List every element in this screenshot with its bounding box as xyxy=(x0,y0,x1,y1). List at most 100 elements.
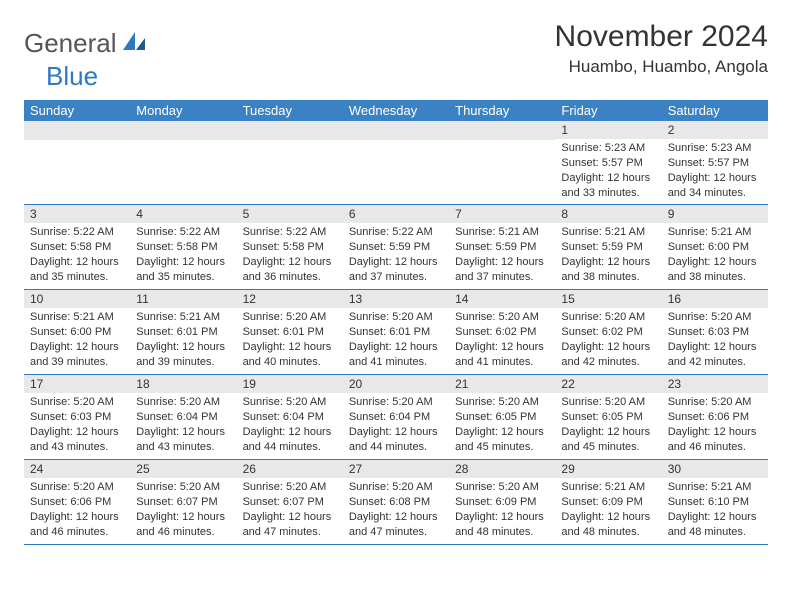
sunrise-text: Sunrise: 5:20 AM xyxy=(243,395,337,410)
sunrise-text: Sunrise: 5:20 AM xyxy=(561,395,655,410)
sunrise-text: Sunrise: 5:20 AM xyxy=(136,395,230,410)
daylight-text: Daylight: 12 hours and 34 minutes. xyxy=(668,171,762,201)
day-details: Sunrise: 5:20 AMSunset: 6:07 PMDaylight:… xyxy=(237,478,343,543)
logo-text-blue: Blue xyxy=(46,61,98,91)
day-number: 7 xyxy=(449,205,555,223)
sunrise-text: Sunrise: 5:21 AM xyxy=(561,225,655,240)
sunset-text: Sunset: 6:02 PM xyxy=(455,325,549,340)
day-cell xyxy=(343,121,449,204)
calendar: Sunday Monday Tuesday Wednesday Thursday… xyxy=(24,100,768,545)
weekday-header: Tuesday xyxy=(237,100,343,121)
daylight-text: Daylight: 12 hours and 35 minutes. xyxy=(136,255,230,285)
sunrise-text: Sunrise: 5:20 AM xyxy=(349,310,443,325)
sunrise-text: Sunrise: 5:21 AM xyxy=(30,310,124,325)
day-number: 10 xyxy=(24,290,130,308)
sunset-text: Sunset: 6:06 PM xyxy=(668,410,762,425)
sunset-text: Sunset: 6:04 PM xyxy=(136,410,230,425)
day-details: Sunrise: 5:21 AMSunset: 6:00 PMDaylight:… xyxy=(24,308,130,373)
day-number xyxy=(343,121,449,140)
sunrise-text: Sunrise: 5:21 AM xyxy=(668,225,762,240)
day-details: Sunrise: 5:20 AMSunset: 6:04 PMDaylight:… xyxy=(130,393,236,458)
daylight-text: Daylight: 12 hours and 42 minutes. xyxy=(668,340,762,370)
day-details: Sunrise: 5:20 AMSunset: 6:08 PMDaylight:… xyxy=(343,478,449,543)
day-cell xyxy=(449,121,555,204)
daylight-text: Daylight: 12 hours and 46 minutes. xyxy=(136,510,230,540)
day-number: 5 xyxy=(237,205,343,223)
day-number: 27 xyxy=(343,460,449,478)
day-cell: 20Sunrise: 5:20 AMSunset: 6:04 PMDayligh… xyxy=(343,375,449,459)
weekday-header: Thursday xyxy=(449,100,555,121)
sunrise-text: Sunrise: 5:20 AM xyxy=(668,310,762,325)
day-number: 1 xyxy=(555,121,661,139)
daylight-text: Daylight: 12 hours and 46 minutes. xyxy=(30,510,124,540)
day-details: Sunrise: 5:20 AMSunset: 6:03 PMDaylight:… xyxy=(662,308,768,373)
day-cell: 21Sunrise: 5:20 AMSunset: 6:05 PMDayligh… xyxy=(449,375,555,459)
day-number: 11 xyxy=(130,290,236,308)
day-cell xyxy=(237,121,343,204)
sunrise-text: Sunrise: 5:20 AM xyxy=(243,310,337,325)
sunrise-text: Sunrise: 5:20 AM xyxy=(136,480,230,495)
day-number: 18 xyxy=(130,375,236,393)
day-cell: 18Sunrise: 5:20 AMSunset: 6:04 PMDayligh… xyxy=(130,375,236,459)
sunset-text: Sunset: 5:59 PM xyxy=(455,240,549,255)
sunset-text: Sunset: 6:08 PM xyxy=(349,495,443,510)
location: Huambo, Huambo, Angola xyxy=(555,57,768,77)
sunset-text: Sunset: 5:59 PM xyxy=(349,240,443,255)
sunrise-text: Sunrise: 5:20 AM xyxy=(30,480,124,495)
day-cell: 11Sunrise: 5:21 AMSunset: 6:01 PMDayligh… xyxy=(130,290,236,374)
weekday-header: Saturday xyxy=(662,100,768,121)
day-number: 24 xyxy=(24,460,130,478)
week-row: 24Sunrise: 5:20 AMSunset: 6:06 PMDayligh… xyxy=(24,460,768,545)
sunset-text: Sunset: 5:57 PM xyxy=(668,156,762,171)
day-number: 12 xyxy=(237,290,343,308)
sunset-text: Sunset: 6:01 PM xyxy=(136,325,230,340)
logo: General xyxy=(24,28,147,59)
day-number: 13 xyxy=(343,290,449,308)
week-row: 17Sunrise: 5:20 AMSunset: 6:03 PMDayligh… xyxy=(24,375,768,460)
sunrise-text: Sunrise: 5:20 AM xyxy=(349,395,443,410)
sunset-text: Sunset: 5:59 PM xyxy=(561,240,655,255)
day-details: Sunrise: 5:22 AMSunset: 5:58 PMDaylight:… xyxy=(24,223,130,288)
day-cell: 17Sunrise: 5:20 AMSunset: 6:03 PMDayligh… xyxy=(24,375,130,459)
day-details: Sunrise: 5:22 AMSunset: 5:58 PMDaylight:… xyxy=(237,223,343,288)
daylight-text: Daylight: 12 hours and 37 minutes. xyxy=(349,255,443,285)
daylight-text: Daylight: 12 hours and 43 minutes. xyxy=(136,425,230,455)
sunset-text: Sunset: 5:58 PM xyxy=(243,240,337,255)
day-details: Sunrise: 5:21 AMSunset: 6:10 PMDaylight:… xyxy=(662,478,768,543)
day-cell: 15Sunrise: 5:20 AMSunset: 6:02 PMDayligh… xyxy=(555,290,661,374)
daylight-text: Daylight: 12 hours and 40 minutes. xyxy=(243,340,337,370)
week-row: 10Sunrise: 5:21 AMSunset: 6:00 PMDayligh… xyxy=(24,290,768,375)
day-cell: 4Sunrise: 5:22 AMSunset: 5:58 PMDaylight… xyxy=(130,205,236,289)
day-number: 29 xyxy=(555,460,661,478)
daylight-text: Daylight: 12 hours and 39 minutes. xyxy=(30,340,124,370)
day-details: Sunrise: 5:21 AMSunset: 5:59 PMDaylight:… xyxy=(555,223,661,288)
sunset-text: Sunset: 6:09 PM xyxy=(455,495,549,510)
day-details: Sunrise: 5:20 AMSunset: 6:02 PMDaylight:… xyxy=(555,308,661,373)
day-number: 8 xyxy=(555,205,661,223)
week-row: 3Sunrise: 5:22 AMSunset: 5:58 PMDaylight… xyxy=(24,205,768,290)
sunset-text: Sunset: 6:04 PM xyxy=(243,410,337,425)
day-cell xyxy=(130,121,236,204)
day-cell: 29Sunrise: 5:21 AMSunset: 6:09 PMDayligh… xyxy=(555,460,661,544)
day-cell: 13Sunrise: 5:20 AMSunset: 6:01 PMDayligh… xyxy=(343,290,449,374)
sunrise-text: Sunrise: 5:20 AM xyxy=(561,310,655,325)
day-number xyxy=(24,121,130,140)
day-number: 9 xyxy=(662,205,768,223)
sunset-text: Sunset: 6:01 PM xyxy=(243,325,337,340)
sunset-text: Sunset: 6:00 PM xyxy=(30,325,124,340)
day-cell: 27Sunrise: 5:20 AMSunset: 6:08 PMDayligh… xyxy=(343,460,449,544)
sunrise-text: Sunrise: 5:22 AM xyxy=(243,225,337,240)
day-cell: 6Sunrise: 5:22 AMSunset: 5:59 PMDaylight… xyxy=(343,205,449,289)
day-details: Sunrise: 5:21 AMSunset: 6:01 PMDaylight:… xyxy=(130,308,236,373)
sunset-text: Sunset: 6:05 PM xyxy=(561,410,655,425)
day-details: Sunrise: 5:20 AMSunset: 6:01 PMDaylight:… xyxy=(343,308,449,373)
day-details: Sunrise: 5:20 AMSunset: 6:05 PMDaylight:… xyxy=(449,393,555,458)
sunrise-text: Sunrise: 5:20 AM xyxy=(455,395,549,410)
month-title: November 2024 xyxy=(555,20,768,54)
day-details: Sunrise: 5:20 AMSunset: 6:06 PMDaylight:… xyxy=(662,393,768,458)
daylight-text: Daylight: 12 hours and 41 minutes. xyxy=(349,340,443,370)
sunrise-text: Sunrise: 5:20 AM xyxy=(668,395,762,410)
day-details: Sunrise: 5:20 AMSunset: 6:04 PMDaylight:… xyxy=(343,393,449,458)
sunset-text: Sunset: 6:05 PM xyxy=(455,410,549,425)
sunset-text: Sunset: 6:01 PM xyxy=(349,325,443,340)
